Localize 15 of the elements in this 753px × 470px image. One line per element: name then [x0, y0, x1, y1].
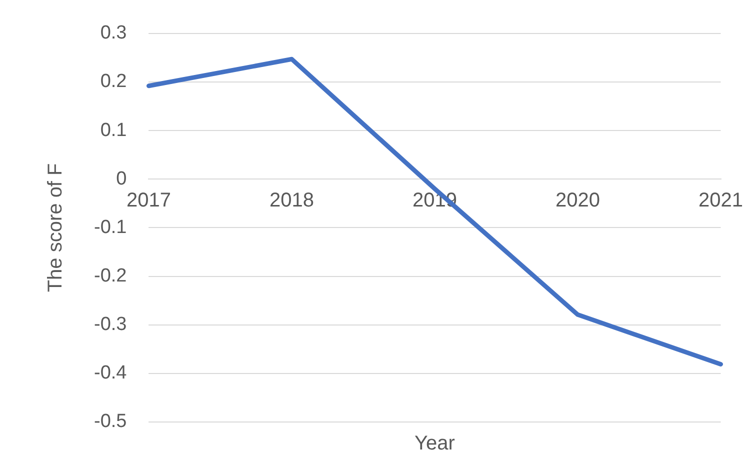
y-tick-label: -0.1: [94, 216, 127, 238]
x-tick-label: 2018: [269, 190, 314, 212]
x-axis-title: Year: [414, 432, 456, 455]
y-tick-label: 0.3: [100, 22, 127, 44]
y-tick-label: -0.2: [94, 266, 127, 287]
x-tick-label: 2017: [126, 190, 171, 212]
y-tick-label: 0: [116, 168, 127, 190]
y-tick-label: -0.4: [94, 362, 128, 384]
x-tick-label: 2020: [556, 190, 600, 212]
y-tick-label: -0.5: [94, 411, 127, 432]
y-tick-label: 0.1: [100, 120, 127, 141]
x-tick-label: 2021: [698, 190, 744, 212]
y-tick-label: 0.2: [100, 71, 127, 92]
y-axis-title: The score of F: [44, 163, 67, 292]
y-tick-label: -0.3: [94, 314, 127, 336]
